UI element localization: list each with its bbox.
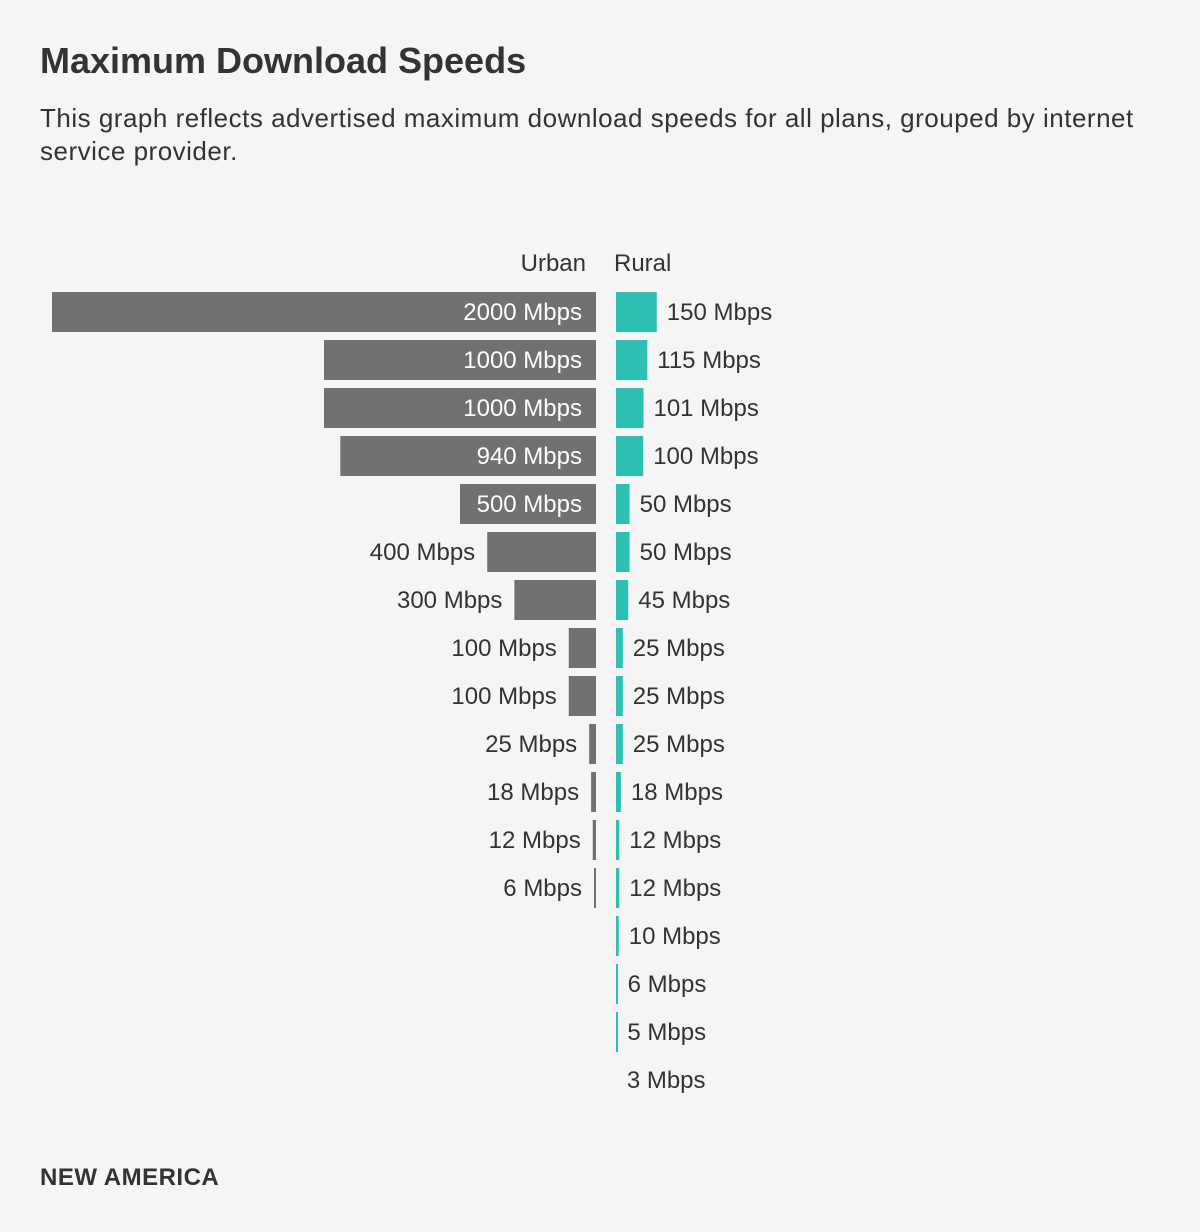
rural-value-label: 10 Mbps: [629, 923, 721, 950]
urban-value-label: 500 Mbps: [477, 491, 582, 518]
rural-value-label: 25 Mbps: [633, 731, 725, 758]
urban-value-label: 400 Mbps: [370, 539, 475, 566]
rural-value-label: 5 Mbps: [627, 1019, 706, 1046]
urban-bar: [324, 340, 596, 380]
rural-value-label: 18 Mbps: [631, 779, 723, 806]
urban-value-label: 300 Mbps: [397, 587, 502, 614]
urban-bar: [592, 820, 596, 860]
urban-bar: [340, 436, 596, 476]
rural-bar: [616, 580, 629, 620]
urban-bar: [514, 580, 596, 620]
urban-bar: [324, 388, 596, 428]
rural-bar: [616, 292, 657, 332]
rural-bar: [616, 772, 621, 812]
rural-value-label: 12 Mbps: [629, 875, 721, 902]
brand-logo-text: NEW AMERICA: [40, 1164, 220, 1191]
rural-bar: [616, 724, 623, 764]
rural-bar: [616, 340, 648, 380]
urban-value-label: 2000 Mbps: [463, 299, 582, 326]
rural-bar: [616, 820, 620, 860]
series-header-rural: Rural: [614, 250, 671, 277]
urban-value-label: 25 Mbps: [485, 731, 577, 758]
rural-bar: [616, 964, 618, 1004]
rural-value-label: 50 Mbps: [640, 539, 732, 566]
urban-value-label: 18 Mbps: [487, 779, 579, 806]
rural-value-label: 115 Mbps: [657, 347, 761, 374]
rural-bar: [616, 388, 644, 428]
rural-value-label: 6 Mbps: [628, 971, 707, 998]
rural-bar: [616, 916, 619, 956]
rural-value-label: 25 Mbps: [633, 635, 725, 662]
rural-bar: [616, 1012, 618, 1052]
rural-value-label: 50 Mbps: [640, 491, 732, 518]
rural-value-label: 12 Mbps: [629, 827, 721, 854]
rural-bar: [616, 868, 620, 908]
series-header-urban: Urban: [521, 250, 586, 277]
urban-value-label: 6 Mbps: [503, 875, 582, 902]
urban-value-label: 100 Mbps: [451, 683, 556, 710]
urban-value-label: 1000 Mbps: [463, 395, 582, 422]
rural-value-label: 25 Mbps: [633, 683, 725, 710]
rural-bar: [616, 532, 630, 572]
urban-bar: [52, 292, 596, 332]
urban-value-label: 1000 Mbps: [463, 347, 582, 374]
urban-bar: [594, 868, 596, 908]
urban-value-label: 940 Mbps: [477, 443, 582, 470]
rural-value-label: 101 Mbps: [653, 395, 758, 422]
rural-value-label: 100 Mbps: [653, 443, 758, 470]
rural-bar: [616, 676, 623, 716]
rural-value-label: 3 Mbps: [627, 1067, 706, 1094]
rural-bar: [616, 436, 644, 476]
diverging-bar-chart: Urban Rural 2000 Mbps 1000 Mbps 1000 Mbps 940…: [52, 250, 772, 1094]
urban-bar: [460, 484, 596, 524]
rural-bar: [616, 628, 623, 668]
rural-bar: [616, 484, 630, 524]
chart-title: Maximum Download Speeds: [40, 40, 527, 81]
urban-bar: [568, 676, 596, 716]
chart-subtitle: This graph reflects advertised maximum d…: [40, 103, 1134, 166]
urban-bar: [589, 724, 596, 764]
urban-value-label: 12 Mbps: [489, 827, 581, 854]
urban-bar: [487, 532, 596, 572]
urban-value-label: 100 Mbps: [451, 635, 556, 662]
urban-bar: [568, 628, 596, 668]
rural-value-label: 45 Mbps: [638, 587, 730, 614]
rural-value-label: 150 Mbps: [667, 299, 772, 326]
urban-bar: [591, 772, 596, 812]
